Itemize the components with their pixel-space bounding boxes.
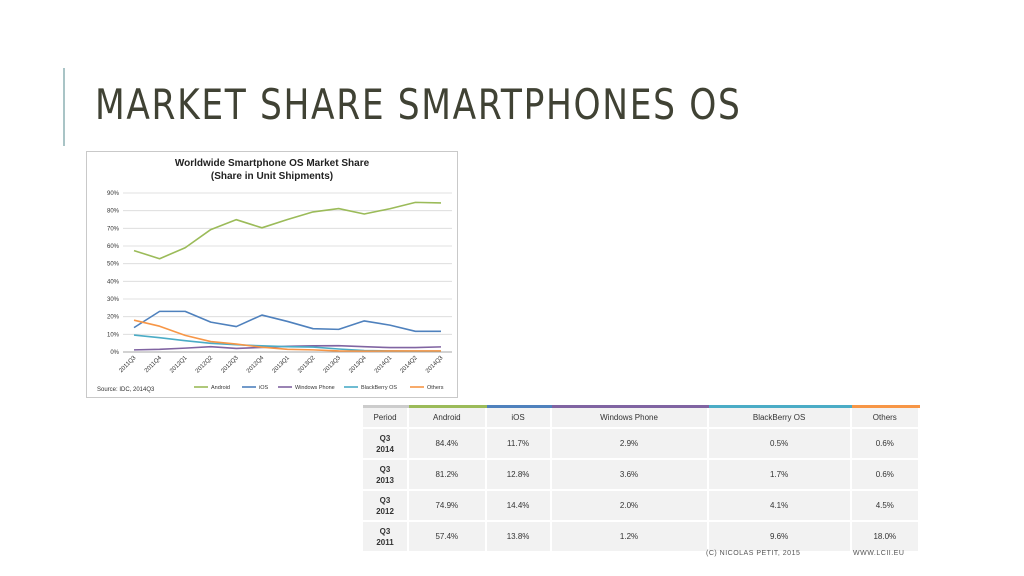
header-period: Period bbox=[363, 405, 409, 428]
ios-cell: 13.8% bbox=[485, 520, 552, 551]
blackberry-os-cell: 9.6% bbox=[707, 520, 852, 551]
table-row: Q3 2013 81.2% 12.8% 3.6% 1.7% 0.6% bbox=[363, 458, 921, 490]
x-tick-label: 2012Q2 bbox=[195, 355, 215, 375]
x-tick-label: 2014Q2 bbox=[399, 355, 419, 375]
windows-phone-cell: 2.9% bbox=[550, 427, 709, 459]
android-cell: 74.9% bbox=[408, 489, 487, 521]
table-row: Q3 2012 74.9% 14.4% 2.0% 4.1% 4.5% bbox=[363, 489, 921, 521]
x-tick-label: 2013Q1 bbox=[272, 355, 292, 375]
y-tick-label: 90% bbox=[107, 191, 120, 197]
ios-cell: 14.4% bbox=[485, 489, 552, 521]
y-tick-label: 0% bbox=[110, 350, 119, 356]
x-tick-label: 2013Q3 bbox=[323, 355, 343, 375]
windows-phone-cell: 2.0% bbox=[550, 489, 709, 521]
x-tick-label: 2012Q3 bbox=[220, 355, 240, 375]
legend-label: Windows Phone bbox=[295, 385, 335, 391]
header-others: Others bbox=[850, 405, 921, 428]
legend-label: Others bbox=[427, 385, 444, 391]
header-ios: iOS bbox=[485, 405, 552, 428]
android-cell: 81.2% bbox=[408, 458, 487, 490]
footer-website: WWW.LCII.EU bbox=[853, 550, 905, 557]
blackberry-os-cell: 1.7% bbox=[707, 458, 852, 490]
legend-label: Android bbox=[211, 385, 230, 391]
chart-subtitle: (Share in Unit Shipments) bbox=[210, 171, 334, 182]
series-line-ios bbox=[133, 310, 441, 333]
android-cell: 84.4% bbox=[408, 427, 487, 459]
others-cell: 4.5% bbox=[850, 489, 921, 521]
y-tick-label: 70% bbox=[107, 226, 120, 232]
y-tick-label: 10% bbox=[107, 332, 120, 338]
header-windows-phone: Windows Phone bbox=[550, 405, 709, 428]
x-tick-label: 2013Q2 bbox=[297, 355, 317, 375]
android-cell: 57.4% bbox=[408, 520, 487, 551]
x-tick-label: 2012Q4 bbox=[246, 355, 266, 375]
y-tick-label: 80% bbox=[107, 209, 120, 215]
header-blackberry-os: BlackBerry OS bbox=[707, 405, 852, 428]
y-tick-label: 60% bbox=[107, 244, 120, 250]
x-tick-label: 2011Q3 bbox=[118, 355, 137, 374]
x-tick-label: 2012Q1 bbox=[169, 355, 189, 375]
y-tick-label: 40% bbox=[107, 279, 120, 285]
title-accent-bar bbox=[63, 68, 65, 146]
blackberry-os-cell: 0.5% bbox=[707, 427, 852, 459]
series-line-others bbox=[133, 319, 441, 352]
period-cell: Q3 2011 bbox=[363, 520, 409, 551]
market-share-chart: Worldwide Smartphone OS Market Share (Sh… bbox=[86, 151, 458, 398]
series-line-android bbox=[133, 201, 442, 260]
windows-phone-cell: 3.6% bbox=[550, 458, 709, 490]
table-row: Q3 2014 84.4% 11.7% 2.9% 0.5% 0.6% bbox=[363, 427, 921, 459]
slide-title: MARKET SHARE SMARTPHONES OS bbox=[95, 80, 742, 129]
period-cell: Q3 2014 bbox=[363, 427, 409, 459]
blackberry-os-cell: 4.1% bbox=[707, 489, 852, 521]
x-tick-label: 2014Q3 bbox=[425, 355, 445, 375]
x-tick-label: 2014Q1 bbox=[374, 355, 394, 375]
chart-source: Source: IDC, 2014Q3 bbox=[97, 387, 155, 393]
legend-label: BlackBerry OS bbox=[361, 385, 397, 391]
y-tick-label: 20% bbox=[107, 315, 120, 321]
chart-title: Worldwide Smartphone OS Market Share bbox=[174, 158, 370, 169]
ios-cell: 12.8% bbox=[485, 458, 552, 490]
ios-cell: 11.7% bbox=[485, 427, 552, 459]
footer-copyright: (C) NICOLAS PETIT, 2015 bbox=[706, 550, 801, 557]
y-tick-label: 50% bbox=[107, 262, 120, 268]
windows-phone-cell: 1.2% bbox=[550, 520, 709, 551]
x-tick-label: 2011Q4 bbox=[144, 355, 163, 374]
x-tick-label: 2013Q4 bbox=[348, 355, 368, 375]
table-header-row: Period Android iOS Windows Phone BlackBe… bbox=[363, 405, 921, 428]
y-tick-label: 30% bbox=[107, 297, 120, 303]
legend-label: iOS bbox=[259, 385, 269, 391]
chart-plot: 0% 10% 20% 30% 40% 50% 60% 70% 80% 90% 2011Q3 2011Q… bbox=[107, 191, 452, 391]
period-cell: Q3 2013 bbox=[363, 458, 409, 490]
period-cell: Q3 2012 bbox=[363, 489, 409, 521]
market-share-table: Period Android iOS Windows Phone BlackBe… bbox=[363, 405, 921, 551]
others-cell: 0.6% bbox=[850, 427, 921, 459]
others-cell: 18.0% bbox=[850, 520, 921, 551]
others-cell: 0.6% bbox=[850, 458, 921, 490]
header-android: Android bbox=[408, 405, 487, 428]
table-row: Q3 2011 57.4% 13.8% 1.2% 9.6% 18.0% bbox=[363, 520, 921, 551]
